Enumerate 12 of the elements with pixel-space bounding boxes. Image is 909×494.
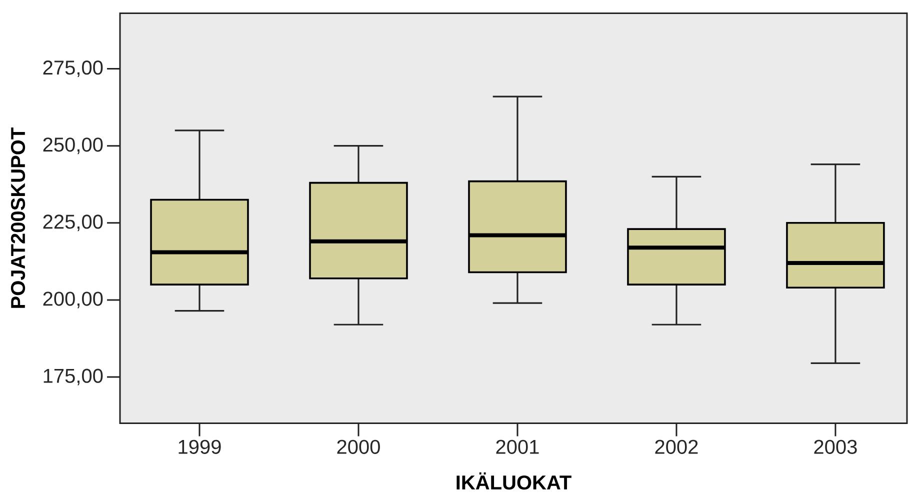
y-tick-label: 250,00 <box>43 138 103 154</box>
y-axis-title: POJAT200SKUPOT <box>10 128 26 308</box>
y-tick-label: 225,00 <box>43 214 103 232</box>
y-tick-label: 175,00 <box>44 368 103 386</box>
x-tick-label: 2000 <box>337 440 380 454</box>
x-tick-label: 2003 <box>814 440 857 454</box>
y-tick-label: 200,00 <box>43 292 103 308</box>
y-tick-label: 275,00 <box>43 60 103 78</box>
x-tick-label: 2002 <box>655 440 698 454</box>
x-tick-label: 1999 <box>178 440 221 454</box>
x-tick-label: 2001 <box>496 440 539 454</box>
x-axis-title: IKÄLUOKAT <box>456 472 572 490</box>
